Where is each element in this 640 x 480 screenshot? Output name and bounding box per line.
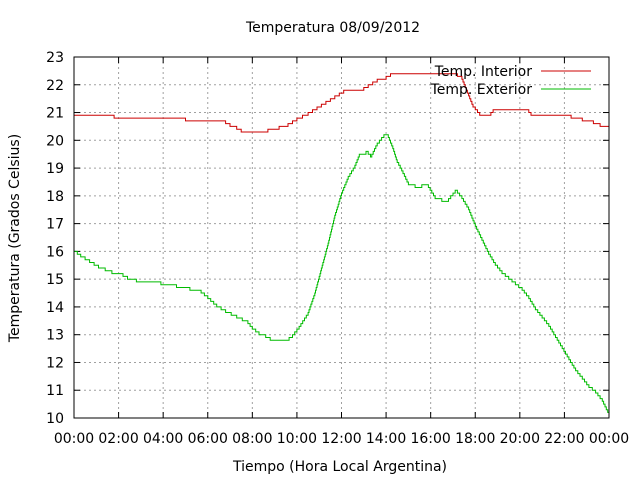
- x-tick-label: 08:00: [232, 431, 272, 447]
- x-tick-label: 04:00: [143, 431, 183, 447]
- y-tick-label: 13: [46, 328, 64, 344]
- x-tick-label: 16:00: [410, 431, 450, 447]
- y-tick-label: 23: [46, 50, 64, 66]
- y-tick-label: 18: [46, 189, 64, 205]
- x-tick-label: 22:00: [544, 431, 584, 447]
- chart-title: Temperatura 08/09/2012: [245, 20, 420, 36]
- x-tick-label: 00:00: [54, 431, 94, 447]
- y-axis-label: Temperatura (Grados Celsius): [7, 134, 23, 343]
- x-tick-label: 18:00: [455, 431, 495, 447]
- x-tick-label: 06:00: [188, 431, 228, 447]
- x-tick-label: 02:00: [98, 431, 138, 447]
- series-line-temp-exterior: [74, 134, 610, 416]
- axis-ticks: 00:00 02:00 04:00 06:00 08:00 10:00 12:00 14:00…: [46, 50, 629, 447]
- y-tick-label: 12: [46, 355, 64, 371]
- series-line-temp-interior: [74, 73, 609, 133]
- y-tick-label: 11: [46, 383, 64, 399]
- grid: [74, 57, 609, 418]
- y-tick-label: 15: [46, 272, 64, 288]
- series-layer: [74, 73, 610, 416]
- legend-label-temp-interior: Temp. Interior: [434, 64, 533, 80]
- y-tick-label: 16: [46, 244, 64, 260]
- legend: Temp. Interior Temp. Exterior: [430, 64, 591, 98]
- y-tick-label: 10: [46, 411, 64, 427]
- legend-label-temp-exterior: Temp. Exterior: [430, 82, 533, 98]
- plot-frame: [73, 56, 610, 419]
- x-tick-label: 14:00: [366, 431, 406, 447]
- y-tick-label: 21: [46, 106, 64, 122]
- x-tick-label: 20:00: [500, 431, 540, 447]
- x-tick-label: 10:00: [277, 431, 317, 447]
- plot-border: [73, 56, 610, 419]
- x-tick-label: 12:00: [321, 431, 361, 447]
- x-axis-label: Tiempo (Hora Local Argentina): [232, 459, 447, 475]
- y-tick-label: 19: [46, 161, 64, 177]
- y-tick-label: 20: [46, 133, 64, 149]
- x-tick-label: 00:00: [589, 431, 629, 447]
- y-tick-label: 22: [46, 78, 64, 94]
- y-tick-label: 14: [46, 300, 64, 316]
- y-tick-label: 17: [46, 217, 64, 233]
